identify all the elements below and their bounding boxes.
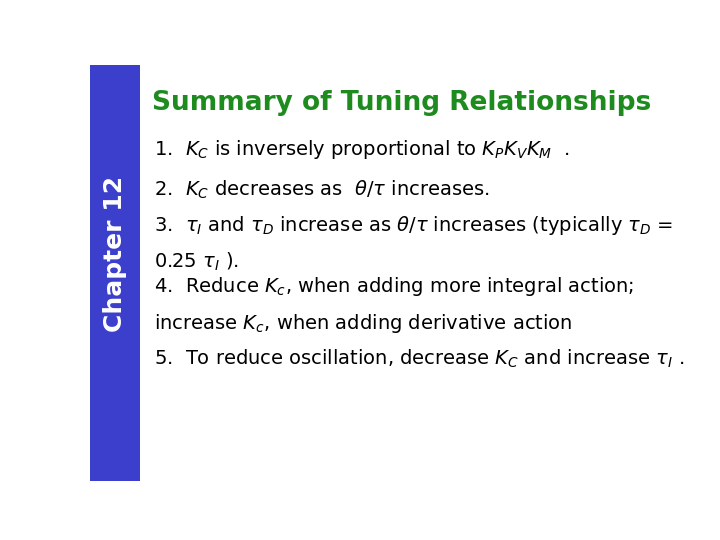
Text: 2.  $K_C$ decreases as  $\theta/\tau$ increases.: 2. $K_C$ decreases as $\theta/\tau$ incr… (154, 178, 490, 201)
Text: 5.  To reduce oscillation, decrease $K_C$ and increase $\tau_I$ .: 5. To reduce oscillation, decrease $K_C$… (154, 348, 685, 370)
Text: Summary of Tuning Relationships: Summary of Tuning Relationships (152, 90, 652, 116)
Text: Chapter 12: Chapter 12 (103, 176, 127, 332)
Text: 1.  $K_C$ is inversely proportional to $K_P K_V K_M$  .: 1. $K_C$ is inversely proportional to $K… (154, 138, 570, 161)
Bar (90, 65, 140, 481)
Text: 3.  $\tau_I$ and $\tau_D$ increase as $\theta/\tau$ increases (typically $\tau_D: 3. $\tau_I$ and $\tau_D$ increase as $\t… (154, 214, 673, 273)
Text: 4.  Reduce $K_c$, when adding more integral action;
increase $K_c$, when adding : 4. Reduce $K_c$, when adding more integr… (154, 275, 634, 335)
